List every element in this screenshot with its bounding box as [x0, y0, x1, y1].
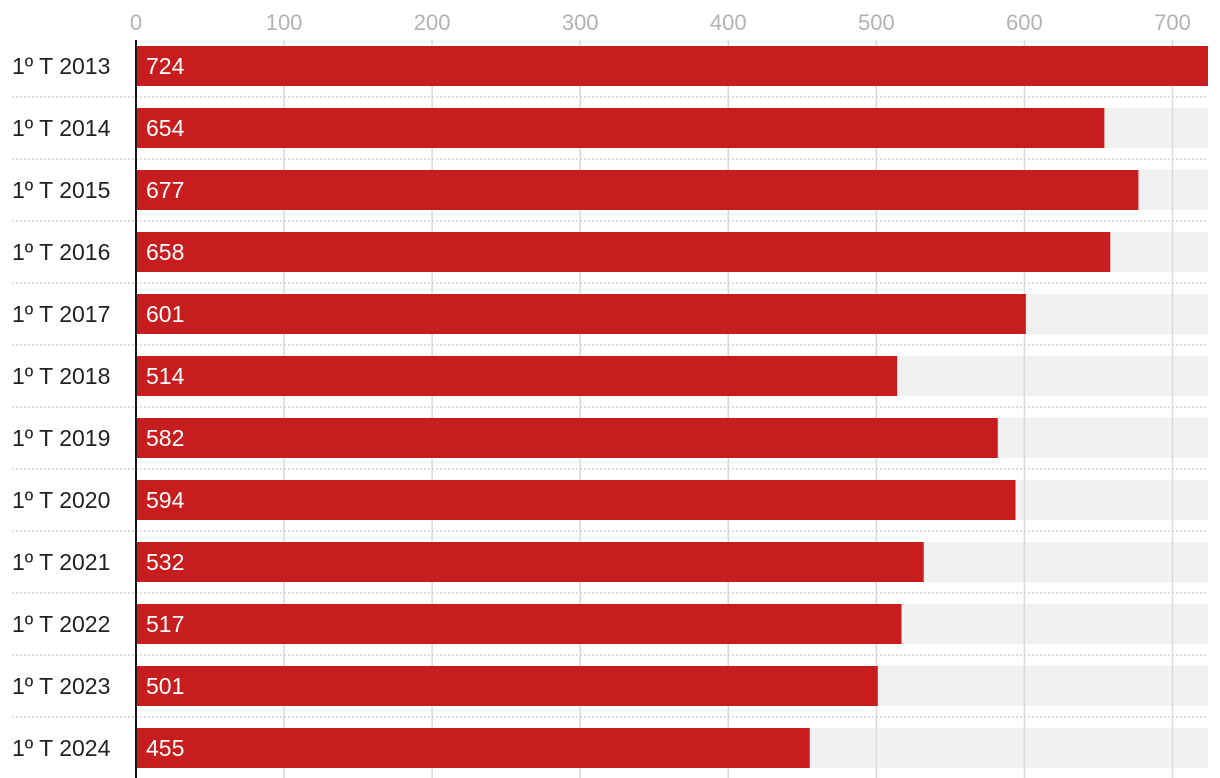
separator-layer	[12, 96, 1208, 718]
bar	[136, 356, 898, 396]
value-label: 658	[146, 239, 184, 265]
category-label: 1º T 2024	[12, 735, 111, 761]
value-label: 517	[146, 611, 184, 637]
x-tick-label: 100	[266, 10, 303, 35]
value-label: 654	[146, 115, 185, 141]
category-label: 1º T 2016	[12, 239, 110, 265]
category-label: 1º T 2023	[12, 673, 110, 699]
bar-layer	[136, 46, 1208, 768]
bar	[136, 294, 1026, 334]
value-label: 594	[146, 487, 185, 513]
category-label: 1º T 2014	[12, 115, 111, 141]
value-label: 677	[146, 177, 184, 203]
bar	[136, 232, 1111, 272]
value-label-layer: 724 654 677 658 601 514 582 594 532 517 501 455	[146, 53, 185, 761]
category-label: 1º T 2022	[12, 611, 110, 637]
x-tick-label: 500	[858, 10, 895, 35]
value-label: 501	[146, 673, 184, 699]
bar	[136, 418, 998, 458]
bar	[136, 46, 1208, 86]
category-label: 1º T 2018	[12, 363, 110, 389]
value-label: 601	[146, 301, 184, 327]
bar	[136, 542, 924, 582]
bar	[136, 728, 810, 768]
x-tick-label: 200	[414, 10, 451, 35]
value-label: 455	[146, 735, 184, 761]
x-tick-label: 300	[562, 10, 599, 35]
category-label: 1º T 2017	[12, 301, 110, 327]
value-label: 514	[146, 363, 185, 389]
x-tick-label: 600	[1006, 10, 1043, 35]
bar	[136, 170, 1139, 210]
value-label: 532	[146, 549, 184, 575]
category-label: 1º T 2021	[12, 549, 110, 575]
value-label: 724	[146, 53, 185, 79]
x-tick-label: 0	[130, 10, 142, 35]
category-label: 1º T 2020	[12, 487, 110, 513]
category-label: 1º T 2015	[12, 177, 110, 203]
bar	[136, 604, 902, 644]
bar	[136, 480, 1016, 520]
category-label: 1º T 2019	[12, 425, 110, 451]
x-tick-label: 400	[710, 10, 747, 35]
value-label: 582	[146, 425, 184, 451]
x-tick-label: 700	[1154, 10, 1191, 35]
category-label: 1º T 2013	[12, 53, 110, 79]
bar	[136, 108, 1105, 148]
bar	[136, 666, 878, 706]
category-label-layer: 1º T 2013 1º T 2014 1º T 2015 1º T 2016 1º T…	[12, 53, 111, 761]
tick-layer: 0 100 200 300 400 500 600 700	[130, 10, 1191, 35]
